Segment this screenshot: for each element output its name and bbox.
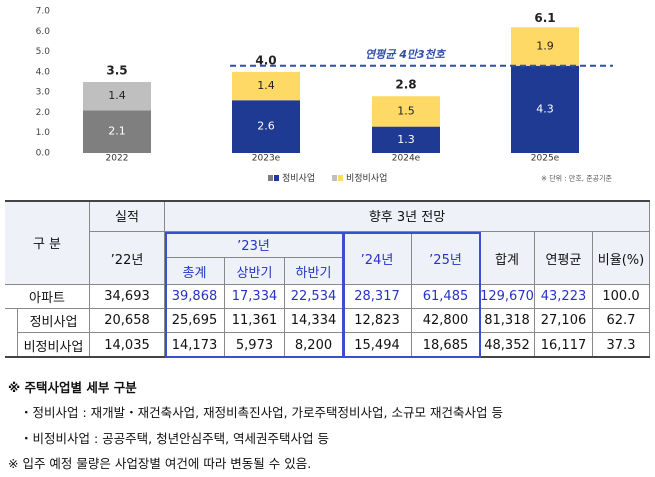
data-label: 1.4 xyxy=(257,79,275,92)
total-label: 6.1 xyxy=(534,11,555,25)
table-cell: 구 분 xyxy=(5,200,90,285)
note-item: ・정비사업 : 재개발・재건축사업, 재정비촉진사업, 가로주택정비사업, 소규… xyxy=(20,405,503,420)
table-cell: 28,317 xyxy=(343,285,412,309)
table-cell: 합계 xyxy=(480,232,535,285)
data-label: 1.4 xyxy=(108,89,126,102)
legend-swatch xyxy=(274,175,279,181)
x-tick-label: 2024e xyxy=(392,154,421,164)
bar-segment xyxy=(83,82,151,111)
table-cell: 20,658 xyxy=(90,309,165,333)
y-tick-label: 0.0 xyxy=(36,149,51,159)
table-cell: 아파트 xyxy=(5,285,90,309)
table-cell: 22,534 xyxy=(285,285,343,309)
chart: 0.0 1.0 2.0 3.0 4.0 5.0 6.0 7.0 2.1 1.4 3.5 2022 2.6… xyxy=(36,7,613,184)
table-cell: 34,693 xyxy=(90,285,165,309)
table-cell: 14,035 xyxy=(90,333,165,358)
table-cell: 연평균 xyxy=(535,232,593,285)
table-cell: 48,352 xyxy=(480,333,535,358)
y-tick-label: 5.0 xyxy=(36,47,51,57)
y-tick-label: 1.0 xyxy=(36,128,51,138)
table-cell: ’24년 xyxy=(343,232,412,285)
table-cell: 100.0 xyxy=(593,285,650,309)
bar-segment xyxy=(372,96,440,127)
legend-label: 정비사업 xyxy=(282,173,315,184)
table-cell: 총계 xyxy=(165,258,225,285)
legend-swatch xyxy=(338,175,343,181)
table-cell: 42,800 xyxy=(412,309,480,333)
total-label: 4.0 xyxy=(255,53,276,67)
table-cell: 상반기 xyxy=(225,258,285,285)
table-cell: 39,868 xyxy=(165,285,225,309)
x-tick-label: 2025e xyxy=(531,154,560,164)
table-cell: 61,485 xyxy=(412,285,480,309)
bar-segment xyxy=(232,71,300,101)
y-tick-label: 2.0 xyxy=(36,108,51,118)
table-cell: 62.7 xyxy=(593,309,650,333)
table-cell: 정비사업 xyxy=(18,309,90,333)
bar-segment xyxy=(511,27,579,66)
y-tick-label: 3.0 xyxy=(36,88,51,98)
data-label: 1.9 xyxy=(536,40,554,53)
y-tick-label: 4.0 xyxy=(36,67,51,77)
y-tick-label: 6.0 xyxy=(36,27,51,37)
bar-segment xyxy=(511,65,579,153)
x-tick-label: 2023e xyxy=(252,154,281,164)
table-cell: 향후 3년 전망 xyxy=(165,200,650,232)
table-cell: 43,223 xyxy=(535,285,593,309)
table-cell: 17,334 xyxy=(225,285,285,309)
unit-note: ※ 단위 : 만호, 준공기준 xyxy=(541,174,612,183)
legend-label: 비정비사업 xyxy=(346,173,387,184)
data-label: 2.6 xyxy=(257,120,275,133)
table-cell: 37.3 xyxy=(593,333,650,358)
table-cell xyxy=(5,309,18,358)
table-cell: 11,361 xyxy=(225,309,285,333)
table-cell: 8,200 xyxy=(285,333,343,358)
data-label: 2.1 xyxy=(108,125,126,138)
table-cell: 129,670 xyxy=(480,285,535,309)
total-label: 3.5 xyxy=(106,64,127,78)
table-cell: 12,823 xyxy=(343,309,412,333)
data-label: 4.3 xyxy=(536,102,554,115)
bar-segment xyxy=(83,110,151,153)
data-label: 1.5 xyxy=(397,104,415,117)
table-cell: 비정비사업 xyxy=(18,333,90,358)
table-cell: 18,685 xyxy=(412,333,480,358)
table-cell: 81,318 xyxy=(480,309,535,333)
bar-segment xyxy=(372,126,440,153)
table-cell: ’23년 xyxy=(165,232,343,258)
y-tick-label: 7.0 xyxy=(36,7,51,17)
table-cell: 14,334 xyxy=(285,309,343,333)
table-cell: 14,173 xyxy=(165,333,225,358)
note-item: ・비정비사업 : 공공주택, 청년안심주택, 역세권주택사업 등 xyxy=(20,431,330,446)
legend-swatch xyxy=(332,175,337,181)
table-cell: 25,695 xyxy=(165,309,225,333)
reference-label: 연평균 4만3천호 xyxy=(365,48,447,61)
total-label: 2.8 xyxy=(395,78,416,92)
table-cell: 실적 xyxy=(90,200,165,232)
table-cell: ’22년 xyxy=(90,232,165,285)
data-label: 1.3 xyxy=(397,133,415,146)
x-tick-label: 2022 xyxy=(106,154,129,164)
table-cell: 16,117 xyxy=(535,333,593,358)
bar-segment xyxy=(232,100,300,153)
table-cell: 27,106 xyxy=(535,309,593,333)
table-cell: 하반기 xyxy=(285,258,343,285)
notes-title: ※ 주택사업별 세부 구분 xyxy=(8,380,137,395)
table-cell: 5,973 xyxy=(225,333,285,358)
table-cell: ’25년 xyxy=(412,232,480,285)
legend-swatch xyxy=(268,175,273,181)
table-cell: 15,494 xyxy=(343,333,412,358)
table-cell: 비율(%) xyxy=(593,232,650,285)
footnote: ※ 입주 예정 물량은 사업장별 여건에 따라 변동될 수 있음. xyxy=(8,456,312,471)
